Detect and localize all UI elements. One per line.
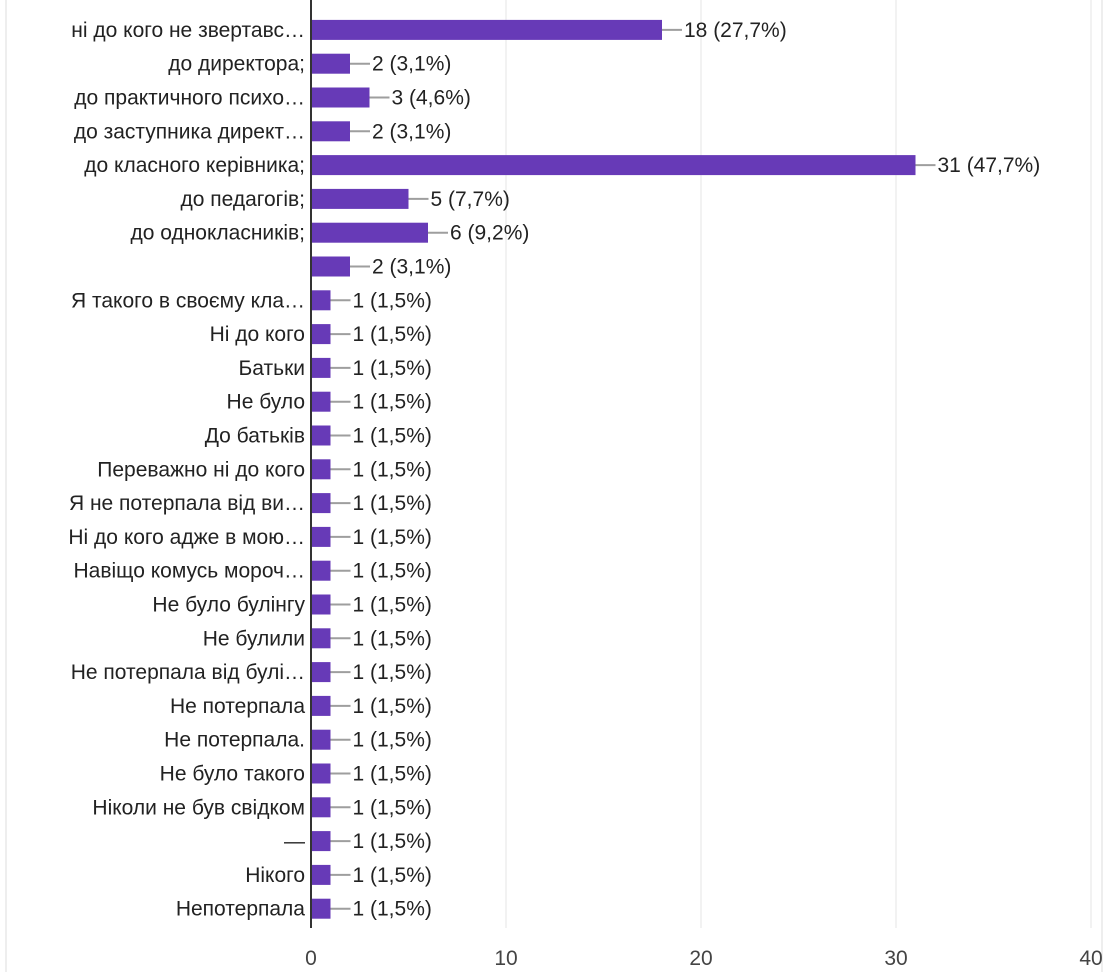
data-label: 5 (7,7%) — [431, 188, 510, 211]
bar — [311, 864, 331, 885]
bar — [311, 324, 331, 345]
x-axis-ticks: 0 10 20 30 40 — [305, 947, 1103, 970]
category-label: Не було такого — [160, 763, 305, 786]
data-label: 1 (1,5%) — [353, 594, 432, 617]
gridlines — [505, 0, 1092, 928]
category-label: до практичного психо… — [74, 87, 305, 110]
category-label: Ні до кого адже в мою… — [68, 526, 305, 549]
bar — [311, 628, 331, 649]
category-label: Батьки — [239, 357, 305, 380]
category-label: до класного керівника; — [84, 154, 305, 177]
category-label: до педагогів; — [181, 188, 305, 211]
category-label: Я такого в своєму кла… — [71, 289, 305, 312]
data-label: 2 (3,1%) — [372, 256, 451, 279]
data-label: 6 (9,2%) — [450, 222, 529, 245]
category-label: — — [284, 830, 305, 853]
category-label: Навіщо комусь мороч… — [74, 560, 306, 583]
bar — [311, 53, 350, 74]
bar — [311, 763, 331, 784]
data-label: 1 (1,5%) — [353, 898, 432, 921]
category-label: ні до кого не звертавс… — [71, 19, 305, 42]
bar — [311, 87, 370, 108]
category-label: до однокласників; — [130, 222, 305, 245]
bar — [311, 594, 331, 615]
bars — [311, 19, 916, 919]
category-label: до заступника директ… — [74, 120, 305, 143]
category-label: до директора; — [168, 53, 305, 76]
bar — [311, 425, 331, 446]
category-label: Не було — [227, 391, 305, 414]
data-label: 1 (1,5%) — [353, 492, 432, 515]
data-label: 2 (3,1%) — [372, 53, 451, 76]
data-label: 1 (1,5%) — [353, 560, 432, 583]
bar — [311, 19, 662, 40]
category-label: Нікого — [245, 864, 305, 887]
bar — [311, 391, 331, 412]
bar — [311, 121, 350, 142]
x-tick-label: 10 — [494, 947, 517, 970]
bar — [311, 831, 331, 852]
category-label: Не потерпала — [170, 695, 305, 718]
data-label: 18 (27,7%) — [684, 19, 787, 42]
x-tick-label: 40 — [1079, 947, 1102, 970]
category-label: Не потерпала. — [164, 729, 305, 752]
bar — [311, 188, 409, 209]
category-label: Не було булінгу — [152, 594, 305, 617]
data-label: 1 (1,5%) — [353, 763, 432, 786]
category-label: Я не потерпала від ви… — [69, 492, 305, 515]
data-label: 1 (1,5%) — [353, 323, 432, 346]
data-label: 1 (1,5%) — [353, 627, 432, 650]
category-label: Переважно ні до кого — [97, 458, 305, 481]
bar — [311, 357, 331, 378]
bar — [311, 662, 331, 683]
category-label: До батьків — [205, 425, 305, 448]
data-label: 1 (1,5%) — [353, 796, 432, 819]
category-label: Ніколи не був свідком — [92, 796, 305, 819]
bar — [311, 222, 428, 243]
x-tick-label: 20 — [689, 947, 712, 970]
data-label: 31 (47,7%) — [938, 154, 1041, 177]
data-label: 1 (1,5%) — [353, 425, 432, 448]
x-tick-label: 0 — [305, 947, 317, 970]
bar — [311, 898, 331, 919]
bar — [311, 729, 331, 750]
x-tick-label: 30 — [884, 947, 907, 970]
bar — [311, 459, 331, 480]
data-label: 1 (1,5%) — [353, 289, 432, 312]
bar — [311, 256, 350, 277]
bar — [311, 155, 916, 176]
data-label: 1 (1,5%) — [353, 391, 432, 414]
data-label: 1 (1,5%) — [353, 864, 432, 887]
data-label: 1 (1,5%) — [353, 729, 432, 752]
category-label: Непотерпала — [176, 898, 305, 921]
bar — [311, 526, 331, 547]
category-label: Ні до кого — [210, 323, 305, 346]
category-labels: ні до кого не звертавс… до директора; до п… — [68, 19, 305, 921]
data-label: 1 (1,5%) — [353, 458, 432, 481]
bar — [311, 797, 331, 818]
data-label: 1 (1,5%) — [353, 830, 432, 853]
bar — [311, 493, 331, 514]
data-labels: 18 (27,7%) 2 (3,1%) 3 (4,6%) 2 (3,1%) 31 (47… — [330, 19, 1041, 921]
data-label: 2 (3,1%) — [372, 120, 451, 143]
data-label: 1 (1,5%) — [353, 695, 432, 718]
data-label: 1 (1,5%) — [353, 526, 432, 549]
bar — [311, 560, 331, 581]
bar — [311, 290, 331, 311]
category-label: Не потерпала від булі… — [71, 661, 305, 684]
bar — [311, 695, 331, 716]
chart-frame — [5, 0, 1103, 972]
data-label: 1 (1,5%) — [353, 661, 432, 684]
category-label: Не булили — [203, 627, 305, 650]
data-label: 3 (4,6%) — [392, 87, 471, 110]
data-label: 1 (1,5%) — [353, 357, 432, 380]
